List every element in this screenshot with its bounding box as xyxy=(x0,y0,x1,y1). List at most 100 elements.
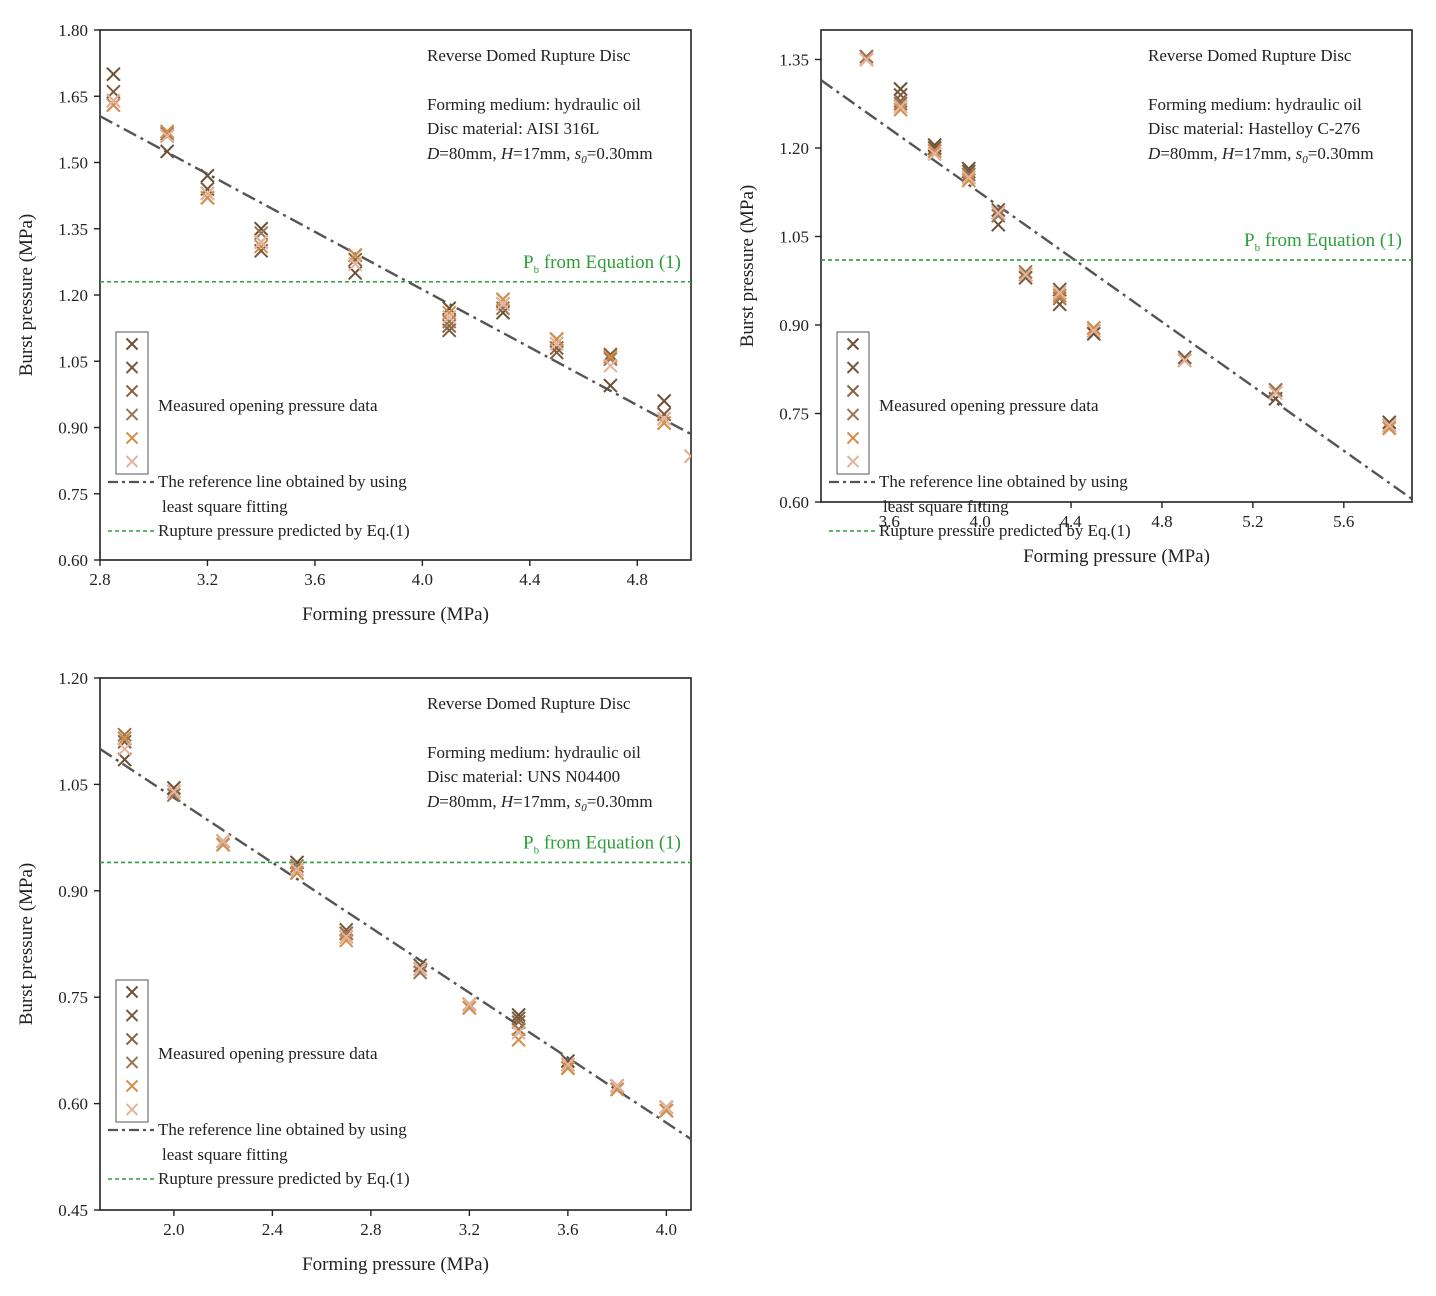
marker-stroke xyxy=(511,1014,526,1030)
data-point xyxy=(253,221,269,236)
marker-stroke xyxy=(893,96,908,111)
dim-s-subscript: 0 xyxy=(1302,154,1308,166)
marker-stroke xyxy=(339,933,354,948)
pb-label: Pb from Equation (1) xyxy=(1244,230,1402,254)
data-point xyxy=(495,296,511,312)
marker-stroke xyxy=(560,1053,576,1069)
data-point xyxy=(159,144,175,159)
data-point xyxy=(1086,326,1101,342)
marker-stroke xyxy=(511,1032,526,1047)
y-axis-label: Burst pressure (MPa) xyxy=(16,863,37,1026)
data-point xyxy=(1268,382,1283,398)
x-tick-label: 4.0 xyxy=(656,1220,677,1239)
marker-stroke xyxy=(495,292,511,307)
marker-stroke xyxy=(1052,288,1067,303)
dim-h-value: =17mm, xyxy=(513,792,575,811)
pb-label-main: P xyxy=(523,252,534,273)
x-axis-label: Forming pressure (MPa) xyxy=(302,604,489,625)
marker-stroke xyxy=(656,393,672,409)
pb-label-main: P xyxy=(523,832,534,853)
x-tick-label: 3.2 xyxy=(197,570,218,589)
legend-marker xyxy=(125,1056,139,1069)
data-point xyxy=(159,128,175,144)
data-point xyxy=(166,787,182,803)
data-point xyxy=(462,997,477,1012)
dim-d-symbol: D xyxy=(426,792,440,811)
marker-stroke xyxy=(200,168,215,183)
data-point xyxy=(1268,385,1283,401)
pb-label-rest: from Equation (1) xyxy=(539,252,681,273)
plot-frame xyxy=(820,29,1413,503)
data-point xyxy=(106,93,121,108)
legend-ref-label-2: least square fitting xyxy=(883,497,1009,516)
dimensions-text: D=80mm, H=17mm, s0=0.30mm xyxy=(426,792,653,814)
marker-stroke xyxy=(117,752,132,767)
marker-stroke xyxy=(511,1025,526,1040)
data-point xyxy=(1177,350,1192,365)
marker-stroke xyxy=(1018,267,1033,283)
marker-stroke xyxy=(495,296,511,312)
marker-stroke xyxy=(927,140,942,156)
marker-stroke xyxy=(1086,320,1101,336)
plot-frame xyxy=(99,677,692,1211)
y-tick-label: 1.05 xyxy=(58,352,88,371)
data-point xyxy=(683,449,691,464)
series-s6 xyxy=(859,52,1397,433)
data-point xyxy=(1177,353,1192,368)
x-axis-label: Forming pressure (MPa) xyxy=(302,1254,489,1275)
y-tick-label: 0.90 xyxy=(58,419,88,438)
marker-stroke xyxy=(125,408,139,421)
marker-stroke xyxy=(1018,264,1033,280)
x-tick-label: 3.6 xyxy=(304,570,325,589)
data-point xyxy=(961,170,976,185)
marker-stroke xyxy=(603,378,618,393)
marker-stroke xyxy=(442,309,457,325)
marker-stroke xyxy=(846,455,860,468)
x-tick-label: 5.2 xyxy=(1242,512,1263,531)
data-point xyxy=(549,336,564,351)
marker-stroke xyxy=(846,361,860,374)
marker-stroke xyxy=(117,734,132,750)
data-point xyxy=(339,933,354,948)
legend-marker xyxy=(846,431,860,445)
dim-s-value: =0.30mm xyxy=(587,792,653,811)
marker-stroke xyxy=(991,202,1006,218)
y-tick-label: 1.20 xyxy=(58,286,88,305)
data-point xyxy=(339,929,354,945)
data-point xyxy=(859,52,874,67)
plot-area xyxy=(100,66,691,464)
y-tick-label: 1.80 xyxy=(58,21,88,40)
y-tick-label: 0.45 xyxy=(58,1201,88,1220)
data-point xyxy=(339,922,354,938)
chart-title: Reverse Domed Rupture Disc xyxy=(1148,46,1352,65)
legend-marker xyxy=(846,337,860,351)
legend-ref-label-1: The reference line obtained by using xyxy=(879,472,1128,491)
dim-h-symbol: H xyxy=(1221,144,1236,163)
chart-1: 2.8 3.2 3.6 4.0 4.4 4.8 0.60 0.75 0.90 1.05 1.20 1.… xyxy=(16,21,692,625)
chart-3: 2.0 2.4 2.8 3.2 3.6 4.0 0.45 0.60 0.75 0.90 1.05 1.… xyxy=(16,669,692,1275)
data-point xyxy=(347,252,363,267)
x-tick-label: 4.8 xyxy=(627,570,648,589)
marker-stroke xyxy=(159,128,175,144)
legend-marker xyxy=(125,985,139,999)
data-point xyxy=(1382,421,1397,436)
marker-stroke xyxy=(125,384,139,398)
x-tick-label: 2.4 xyxy=(262,1220,284,1239)
data-point xyxy=(927,146,942,162)
pb-label-rest: from Equation (1) xyxy=(1260,230,1402,251)
marker-stroke xyxy=(200,186,215,201)
marker-stroke xyxy=(609,1082,625,1097)
marker-stroke xyxy=(1086,323,1101,339)
marker-stroke xyxy=(125,361,139,374)
marker-stroke xyxy=(1382,421,1397,436)
legend-marker xyxy=(125,408,139,421)
data-point xyxy=(560,1053,576,1069)
data-point xyxy=(511,1014,526,1030)
dim-h-value: =17mm, xyxy=(1234,144,1296,163)
data-point xyxy=(609,1082,625,1097)
dim-s-subscript: 0 xyxy=(581,154,587,166)
pb-label-sub: b xyxy=(534,264,540,276)
marker-stroke xyxy=(412,958,428,973)
marker-stroke xyxy=(159,144,175,159)
marker-stroke xyxy=(159,124,175,139)
